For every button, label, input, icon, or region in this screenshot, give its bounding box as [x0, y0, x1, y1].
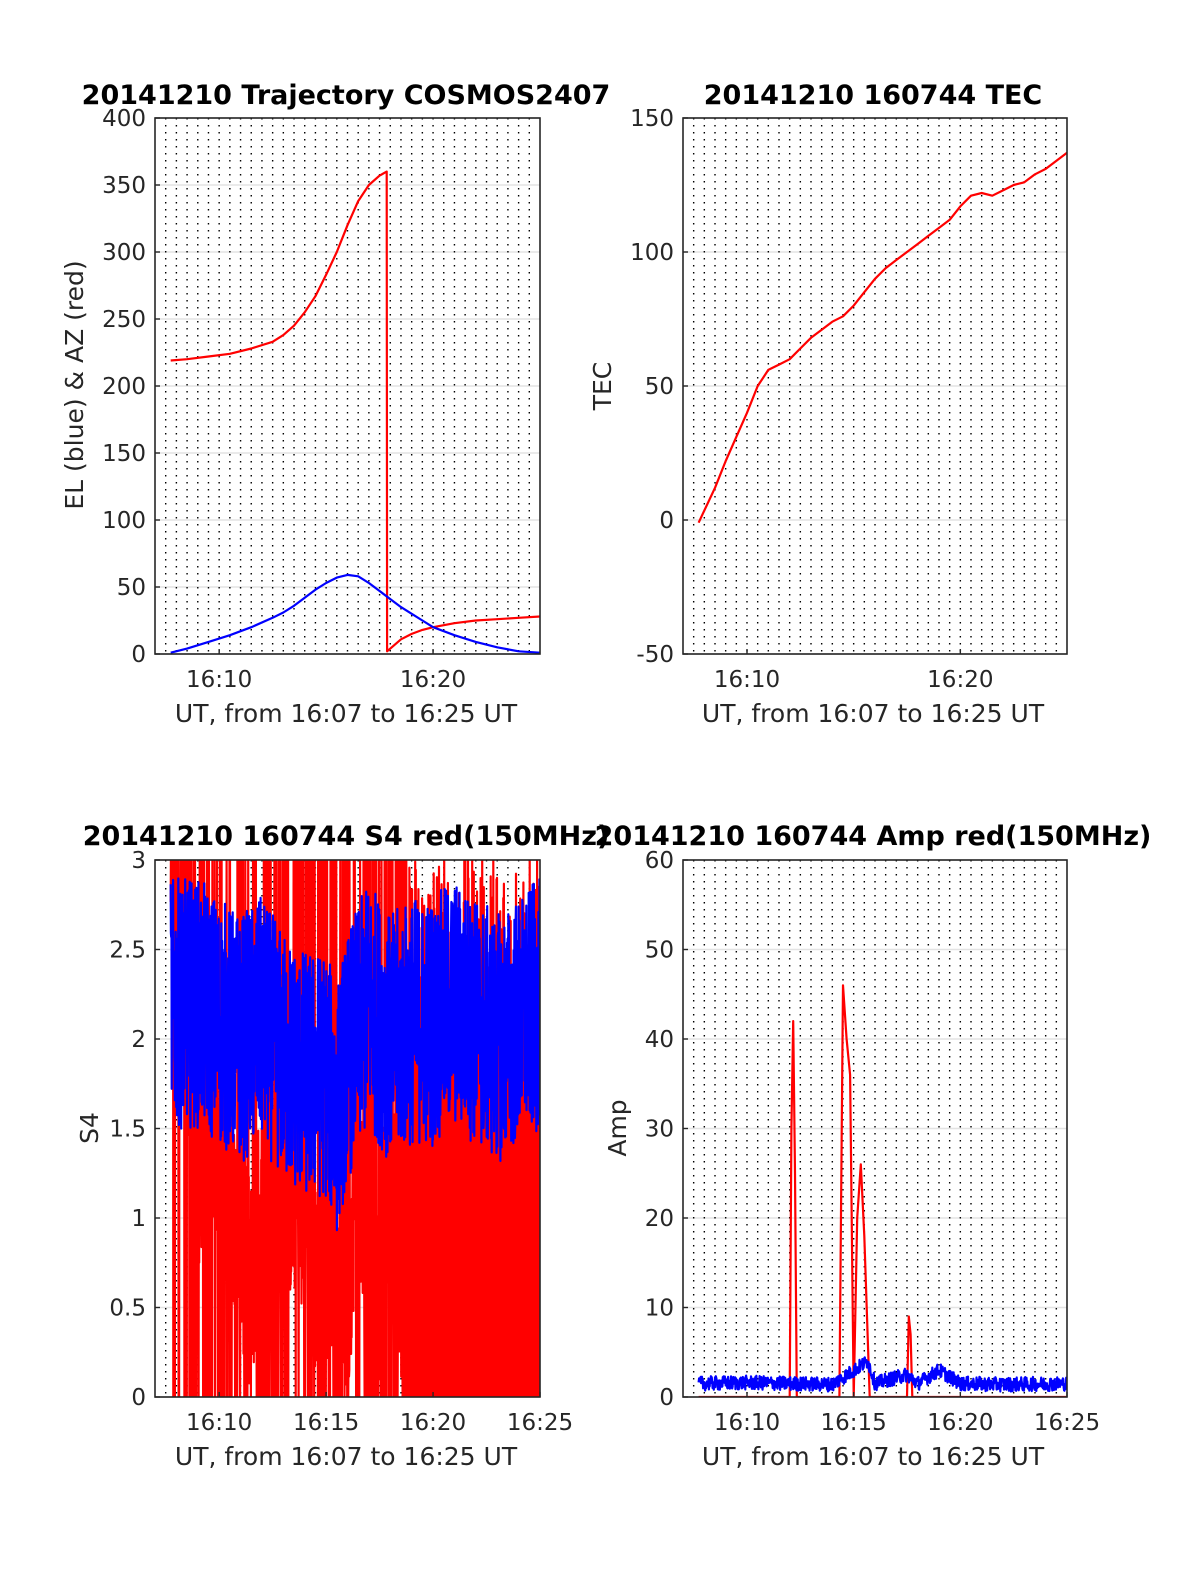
- y-axis-label: S4: [75, 1112, 104, 1144]
- trajectory-panel: 20141210 Trajectory COSMOS2407 UT, from …: [60, 80, 610, 728]
- y-tick-label: 250: [102, 307, 146, 333]
- chart-title: 20141210 Trajectory COSMOS2407: [82, 80, 611, 111]
- y-tick-label: 1.5: [109, 1117, 146, 1143]
- y-axis-label: EL (blue) & AZ (red): [60, 260, 89, 509]
- y-tick-label: 150: [630, 106, 674, 132]
- series-line: [169, 877, 540, 1232]
- x-axis-label: UT, from 16:07 to 16:25 UT: [175, 1442, 518, 1471]
- x-tick-label: 16:10: [714, 667, 780, 693]
- x-axis-label: UT, from 16:07 to 16:25 UT: [175, 699, 518, 728]
- y-tick-label: 0: [131, 1385, 146, 1411]
- plot-area: [170, 170, 540, 654]
- y-tick-label: 150: [102, 441, 146, 467]
- y-tick-label: 400: [102, 106, 146, 132]
- y-tick-label: 50: [645, 374, 674, 400]
- y-axis-label: TEC: [588, 362, 617, 412]
- y-tick-label: 0: [131, 642, 146, 668]
- plot-area: [169, 860, 540, 1397]
- y-tick-label: 200: [102, 374, 146, 400]
- x-tick-label: 16:20: [927, 1410, 993, 1436]
- y-tick-label: 10: [645, 1296, 674, 1322]
- y-tick-label: 50: [117, 575, 146, 601]
- y-tick-label: 1: [131, 1206, 146, 1232]
- y-tick-label: 20: [645, 1206, 674, 1232]
- series-line: [697, 1356, 1067, 1393]
- y-tick-label: 0: [659, 1385, 674, 1411]
- y-tick-label: 2.5: [109, 938, 146, 964]
- x-tick-label: 16:20: [400, 1410, 466, 1436]
- x-tick-label: 16:20: [400, 667, 466, 693]
- x-tick-label: 16:15: [821, 1410, 887, 1436]
- y-tick-label: 0: [659, 508, 674, 534]
- x-tick-label: 16:20: [927, 667, 993, 693]
- x-tick-label: 16:10: [186, 667, 252, 693]
- s4-panel: 20141210 160744 S4 red(150MHz) UT, from …: [75, 821, 609, 1471]
- y-tick-label: 100: [630, 240, 674, 266]
- y-tick-label: 60: [645, 848, 674, 874]
- series-line: [170, 170, 540, 653]
- chart-title: 20141210 160744 TEC: [704, 80, 1043, 111]
- y-tick-label: 50: [645, 938, 674, 964]
- y-tick-label: 350: [102, 173, 146, 199]
- x-tick-label: 16:25: [1034, 1410, 1100, 1436]
- y-tick-label: -50: [636, 642, 674, 668]
- chart-title: 20141210 160744 S4 red(150MHz): [83, 821, 610, 852]
- tec-panel: 20141210 160744 TEC UT, from 16:07 to 16…: [588, 80, 1068, 728]
- y-tick-label: 0.5: [109, 1296, 146, 1322]
- x-tick-label: 16:15: [293, 1410, 359, 1436]
- y-tick-label: 3: [131, 848, 146, 874]
- x-axis-label: UT, from 16:07 to 16:25 UT: [702, 1442, 1045, 1471]
- x-axis-label: UT, from 16:07 to 16:25 UT: [702, 699, 1045, 728]
- y-tick-label: 30: [645, 1117, 674, 1143]
- y-tick-label: 2: [131, 1027, 146, 1053]
- series-line: [697, 151, 1067, 524]
- x-tick-label: 16:10: [714, 1410, 780, 1436]
- y-tick-label: 40: [645, 1027, 674, 1053]
- plot-area: [697, 151, 1067, 524]
- amp-panel: 20141210 160744 Amp red(150MHz) UT, from…: [595, 821, 1152, 1471]
- chart-title: 20141210 160744 Amp red(150MHz): [595, 821, 1152, 852]
- plot-area: [697, 984, 1067, 1397]
- x-tick-label: 16:10: [186, 1410, 252, 1436]
- x-tick-label: 16:25: [507, 1410, 573, 1436]
- series-line: [170, 573, 540, 654]
- y-tick-label: 100: [102, 508, 146, 534]
- y-axis-label: Amp: [603, 1099, 632, 1156]
- y-tick-label: 300: [102, 240, 146, 266]
- series-line: [698, 984, 1067, 1397]
